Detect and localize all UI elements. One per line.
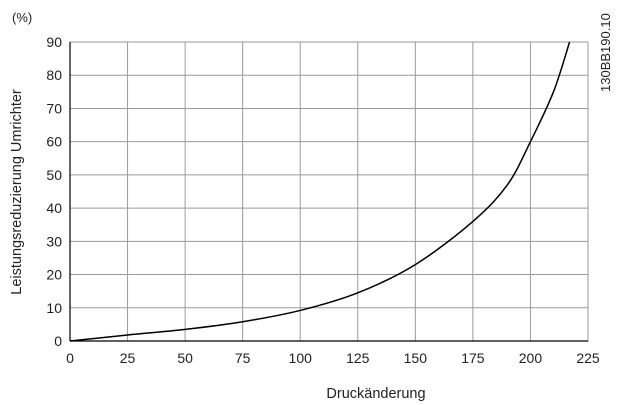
y-unit-label: (%) [12, 10, 32, 25]
y-tick-label: 90 [46, 34, 62, 50]
x-axis-label: Druckänderung [326, 386, 425, 402]
y-tick-label: 30 [46, 233, 62, 249]
x-tick-label: 175 [461, 350, 485, 366]
x-tick-label: 25 [120, 350, 136, 366]
y-axis-label: Leistungsreduzierung Umrichter [9, 89, 25, 295]
y-tick-label: 80 [46, 67, 62, 83]
x-tick-label: 100 [289, 350, 313, 366]
x-tick-label: 225 [576, 350, 600, 366]
x-tick-label: 0 [66, 350, 74, 366]
axes [69, 42, 588, 342]
series-group [69, 41, 571, 342]
x-tick-label: 75 [235, 350, 251, 366]
x-tick-label: 200 [519, 350, 543, 366]
y-tick-label: 60 [46, 134, 62, 150]
figure-code-label: 130BB190.10 [598, 13, 613, 92]
grid [70, 41, 589, 341]
series-line [69, 41, 571, 342]
x-tick-label: 125 [346, 350, 370, 366]
y-tick-label: 70 [46, 100, 62, 116]
y-tick-label: 40 [46, 200, 62, 216]
y-tick-label: 50 [46, 167, 62, 183]
y-tick-label: 10 [46, 300, 62, 316]
y-tick-label: 0 [54, 333, 62, 349]
x-tick-labels: 0 25 50 75 100 125 150 175 200 225 [66, 350, 600, 366]
x-tick-label: 150 [404, 350, 428, 366]
x-tick-label: 50 [177, 350, 193, 366]
y-tick-label: 20 [46, 267, 62, 283]
y-tick-labels: 0 10 20 30 40 50 60 70 80 90 [46, 34, 62, 349]
